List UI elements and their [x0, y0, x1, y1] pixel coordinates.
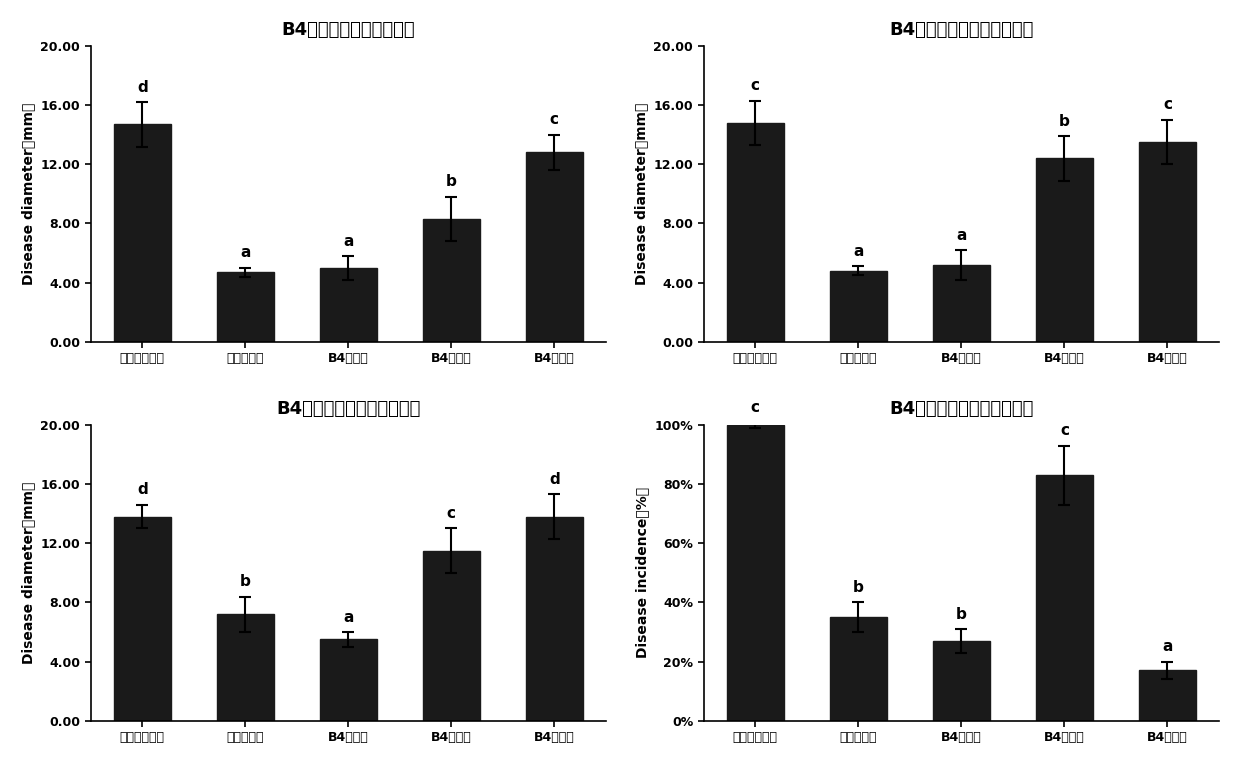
Text: b: b: [239, 574, 250, 589]
Text: b: b: [446, 174, 456, 190]
Bar: [1037, 475, 1092, 721]
Text: c: c: [1060, 423, 1069, 438]
Text: c: c: [751, 78, 760, 93]
Bar: [727, 425, 784, 721]
Bar: [217, 614, 274, 721]
Bar: [1140, 670, 1195, 721]
Bar: [217, 272, 274, 342]
Bar: [526, 516, 583, 721]
Title: B4在枇杷采后保鲜中的应用: B4在枇杷采后保鲜中的应用: [277, 400, 420, 418]
Bar: [727, 123, 784, 342]
Bar: [114, 516, 171, 721]
Bar: [114, 125, 171, 342]
Bar: [830, 617, 887, 721]
Y-axis label: Disease diameter（mm）: Disease diameter（mm）: [634, 103, 647, 285]
Text: c: c: [446, 506, 456, 521]
Y-axis label: Disease incidence（%）: Disease incidence（%）: [635, 487, 649, 659]
Bar: [932, 265, 990, 342]
Text: a: a: [241, 246, 250, 260]
Text: b: b: [853, 580, 864, 595]
Y-axis label: Disease diameter（mm）: Disease diameter（mm）: [21, 103, 35, 285]
Bar: [320, 640, 377, 721]
Text: c: c: [549, 112, 559, 127]
Text: d: d: [136, 483, 148, 497]
Y-axis label: Disease diameter（mm）: Disease diameter（mm）: [21, 482, 35, 664]
Text: d: d: [136, 80, 148, 95]
Text: a: a: [853, 244, 863, 259]
Title: B4在苹果采后保鲜中的应用: B4在苹果采后保鲜中的应用: [889, 21, 1034, 39]
Bar: [1140, 142, 1195, 342]
Bar: [526, 152, 583, 342]
Title: B4在番茄采后保鲜中的应用: B4在番茄采后保鲜中的应用: [889, 400, 1034, 418]
Bar: [1037, 158, 1092, 342]
Bar: [423, 219, 480, 342]
Text: b: b: [956, 607, 967, 622]
Bar: [423, 551, 480, 721]
Bar: [932, 641, 990, 721]
Bar: [320, 268, 377, 342]
Text: a: a: [1162, 640, 1173, 654]
Text: a: a: [956, 228, 966, 243]
Bar: [830, 271, 887, 342]
Text: d: d: [549, 472, 559, 487]
Text: c: c: [751, 399, 760, 415]
Text: a: a: [343, 233, 353, 249]
Text: c: c: [1163, 97, 1172, 112]
Text: a: a: [343, 610, 353, 624]
Text: b: b: [1059, 114, 1070, 129]
Title: B4在梨采后保鲜中的应用: B4在梨采后保鲜中的应用: [281, 21, 415, 39]
